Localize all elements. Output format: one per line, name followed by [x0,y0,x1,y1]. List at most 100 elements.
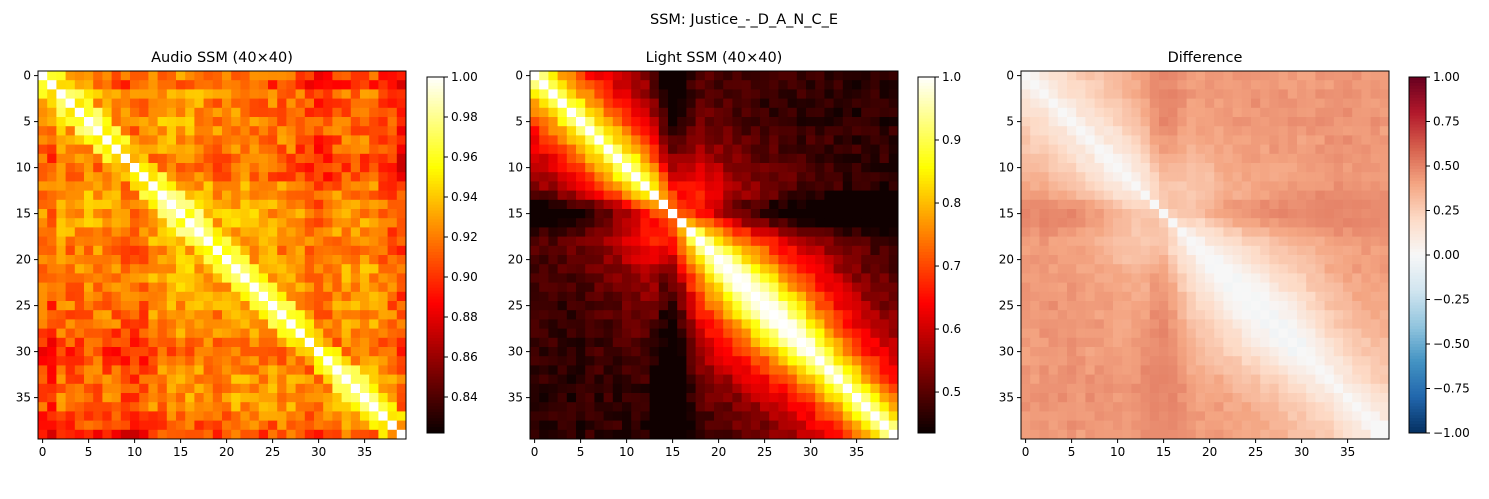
heatmap-cell [185,421,195,431]
heatmap-cell [222,200,232,210]
heatmap-cell [296,108,306,118]
colorbar-segment [918,107,935,110]
heatmap-cell [732,145,742,155]
heatmap-cell [1021,356,1031,366]
heatmap-cell [1177,181,1187,191]
heatmap-cell [631,145,641,155]
heatmap-cell [714,273,724,283]
heatmap-cell [84,273,94,283]
heatmap-cell [1214,319,1224,329]
heatmap-cell [231,402,241,412]
heatmap-cell [567,365,577,375]
heatmap-cell [1306,108,1316,118]
heatmap-cell [1168,338,1178,348]
heatmap-cell [732,338,742,348]
heatmap-cell [1049,237,1059,247]
heatmap-cell [1297,273,1307,283]
heatmap-cell [622,71,632,81]
heatmap-cell [286,310,296,320]
heatmap-cell [1306,356,1316,366]
heatmap-cell [1334,338,1344,348]
heatmap-cell [305,89,315,99]
x-tick-label: 5 [85,445,93,459]
heatmap-cell [286,163,296,173]
heatmap-cell [323,356,333,366]
heatmap-cell [1076,310,1086,320]
heatmap-cell [1205,181,1215,191]
heatmap-cell [1223,200,1233,210]
heatmap-cell [1150,310,1160,320]
heatmap-cell [397,430,407,440]
heatmap-cell [880,200,890,210]
heatmap-cell [880,273,890,283]
colorbar-segment [918,317,935,320]
heatmap-cell [194,181,204,191]
heatmap-cell [742,273,752,283]
heatmap-cell [1187,71,1197,81]
heatmap-cell [585,218,595,228]
heatmap-cell [880,301,890,311]
heatmap-cell [323,273,333,283]
heatmap-cell [112,172,122,182]
heatmap-cell [47,301,57,311]
heatmap-cell [213,209,223,219]
heatmap-cell [231,329,241,339]
heatmap-cell [558,319,568,329]
heatmap-cell [631,209,641,219]
heatmap-cell [130,172,140,182]
heatmap-cell [1021,154,1031,164]
colorbar-segment [918,391,935,394]
heatmap-cell [351,283,361,293]
heatmap-cell [185,329,195,339]
heatmap-cell [231,117,241,127]
heatmap-cell [889,338,899,348]
heatmap-cell [815,126,825,136]
colorbar-segment [918,124,935,127]
heatmap-cell [1141,99,1151,109]
heatmap-cell [650,154,660,164]
heatmap-cell [604,375,614,385]
heatmap-cell [378,209,388,219]
heatmap-cell [1168,393,1178,403]
heatmap-cell [585,89,595,99]
heatmap-cell [130,237,140,247]
heatmap-cell [1177,246,1187,256]
heatmap-cell [1159,319,1169,329]
heatmap-cell [305,135,315,145]
heatmap-cell [1334,99,1344,109]
heatmap-cell [1361,126,1371,136]
colorbar-tick-label: 0.7 [942,259,961,273]
heatmap-cell [1260,292,1270,302]
heatmap-cell [388,135,398,145]
heatmap-cell [1113,154,1123,164]
heatmap-cell [1104,117,1114,127]
heatmap-cell [548,209,558,219]
heatmap-cell [148,264,158,274]
heatmap-cell [130,255,140,265]
heatmap-cell [38,255,48,265]
heatmap-cell [622,375,632,385]
heatmap-cell [1269,218,1279,228]
heatmap-cell [84,421,94,431]
heatmap-cell [567,163,577,173]
heatmap-cell [1269,375,1279,385]
heatmap-cell [1297,108,1307,118]
heatmap-cell [585,411,595,421]
heatmap-cell [1122,356,1132,366]
heatmap-cell [296,237,306,247]
heatmap-cell [870,218,880,228]
heatmap-cell [231,80,241,90]
heatmap-cell [723,237,733,247]
heatmap-cell [56,181,66,191]
heatmap-cell [1343,191,1353,201]
heatmap-cell [47,89,57,99]
heatmap-cell [760,329,770,339]
audio-ssm-heatmap [38,71,406,439]
heatmap-cell [1076,365,1086,375]
heatmap-cell [1177,71,1187,81]
heatmap-cell [75,89,85,99]
heatmap-cell [38,356,48,366]
heatmap-cell [1150,338,1160,348]
heatmap-cell [66,218,76,228]
